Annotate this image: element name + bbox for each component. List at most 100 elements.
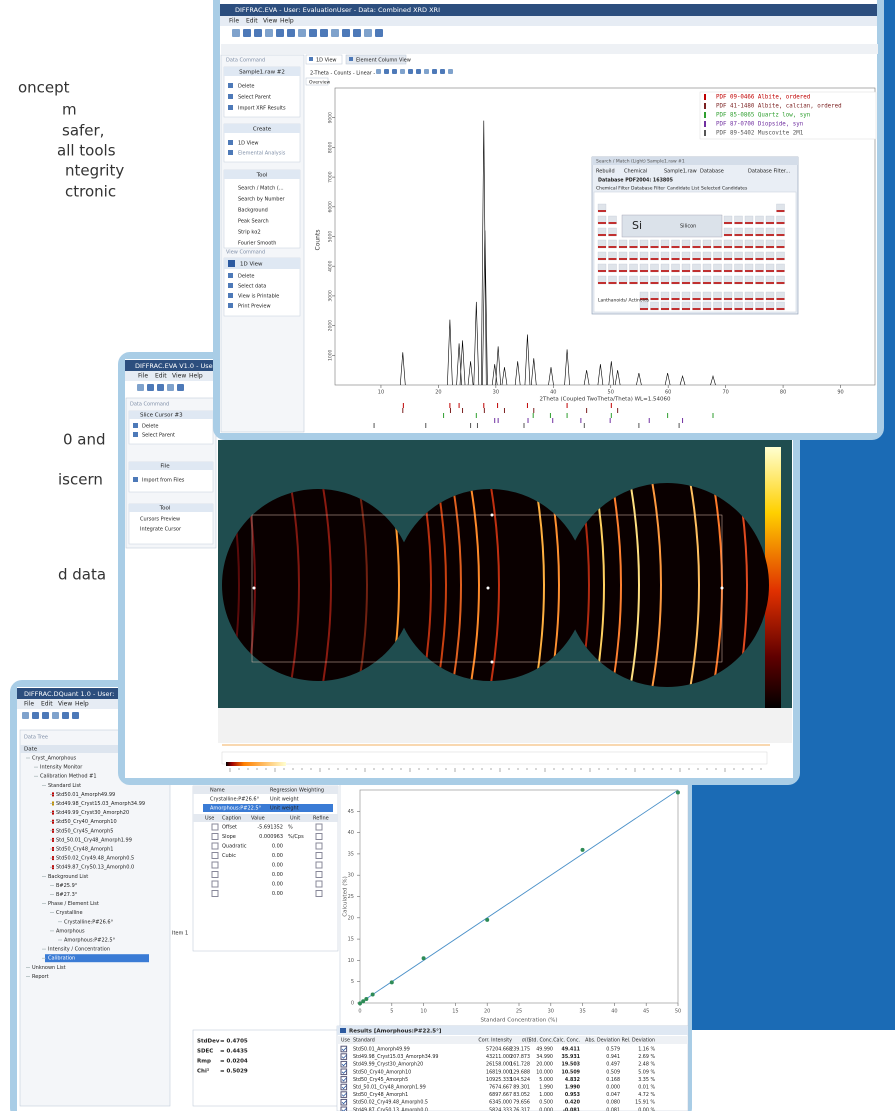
- action[interactable]: Search by Number: [238, 197, 286, 203]
- action[interactable]: Delete: [142, 424, 158, 430]
- action[interactable]: 1D View: [238, 141, 259, 147]
- tab-label[interactable]: Element Column View: [356, 58, 411, 64]
- element-marker: [629, 246, 638, 248]
- action[interactable]: Background: [238, 208, 268, 214]
- action[interactable]: Cursors Preview: [140, 517, 180, 523]
- tab-label[interactable]: Database Filter: [631, 186, 665, 192]
- tree-item[interactable]: B#27.3°: [56, 892, 78, 898]
- action[interactable]: Elemental Analysis: [238, 151, 286, 157]
- tree-item[interactable]: Std49.99_Cryst30_Amorph20: [56, 810, 129, 816]
- action[interactable]: Delete: [238, 84, 254, 90]
- window-title: DIFFRAC.EVA - User: EvaluationUser - Dat…: [235, 6, 440, 14]
- x-tick-label: 5: [390, 1009, 393, 1015]
- element-marker: [608, 258, 617, 260]
- action[interactable]: Import from Files: [142, 478, 185, 484]
- tree-item[interactable]: Amorphous:P#22.5°: [64, 938, 116, 944]
- tab-label[interactable]: Chemical Filter: [596, 186, 630, 192]
- legend-swatch: [704, 103, 706, 109]
- menu-item[interactable]: View: [172, 373, 186, 380]
- tree-item[interactable]: Std50.02_Cry49.48_Amorph0.5: [56, 856, 134, 862]
- action[interactable]: Print Preview: [238, 304, 271, 310]
- tree-item[interactable]: Cryst_Amorphous: [32, 756, 77, 762]
- action[interactable]: Integrate Cursor: [140, 527, 182, 533]
- tree-item[interactable]: Std49.87_Cry50.13_Amorph0.0: [56, 865, 134, 871]
- tree-item[interactable]: Phase / Element List: [48, 901, 99, 907]
- tree-item[interactable]: Std50_Cry48_Amorph1: [56, 847, 113, 853]
- window-title: DIFFRAC.DQuant 1.0 - User:: [24, 690, 114, 698]
- eva-window: DIFFRAC.EVA - User: EvaluationUser - Dat…: [213, 0, 884, 440]
- x-tick-label: 40: [611, 1009, 617, 1015]
- icon: [228, 83, 233, 88]
- element-marker: [661, 246, 669, 248]
- menu-item[interactable]: File: [229, 18, 239, 25]
- control[interactable]: Chemical: [624, 169, 647, 175]
- label: 5824.333: [489, 1107, 512, 1111]
- tree-item[interactable]: Std49.98_Cryst15.03_Amorph34.99: [56, 801, 145, 807]
- menu-item[interactable]: View: [58, 701, 72, 708]
- icon: [228, 260, 235, 267]
- menu-item[interactable]: File: [138, 373, 148, 380]
- tree-item[interactable]: Report: [32, 974, 49, 980]
- action[interactable]: Select Parent: [238, 95, 271, 101]
- peak: [514, 361, 521, 386]
- tree-item[interactable]: Background List: [48, 874, 88, 880]
- tree-item[interactable]: Intensity Monitor: [40, 765, 83, 771]
- stats-panel: [192, 1029, 339, 1107]
- tree-item[interactable]: Std50_Cry45_Amorph5: [56, 828, 113, 834]
- tree-item[interactable]: Intensity / Concentration: [48, 947, 110, 953]
- label: 2.48 %: [638, 1062, 655, 1068]
- ring: [627, 483, 640, 687]
- tree-item[interactable]: Standard List: [48, 783, 81, 789]
- tab-label[interactable]: Candidate List: [667, 186, 700, 192]
- tree-item[interactable]: Std50_Cry40_Amorph10: [56, 819, 117, 825]
- tree-item[interactable]: Amorphous: [56, 928, 85, 934]
- check: [341, 1092, 347, 1097]
- menu-item[interactable]: File: [24, 701, 34, 708]
- tab-label[interactable]: Selected Candidates: [701, 186, 748, 192]
- toolbar-icon: [276, 29, 284, 37]
- action[interactable]: Delete: [238, 274, 254, 280]
- tree-item[interactable]: Calibration: [48, 956, 75, 962]
- element-marker: [608, 270, 617, 272]
- label: Use: [341, 1038, 350, 1044]
- tree-item[interactable]: Calibration Method #1: [40, 774, 97, 780]
- tree-item[interactable]: Crystalline: [56, 910, 83, 916]
- action[interactable]: Strip kα2: [238, 230, 261, 236]
- peak: [501, 367, 508, 386]
- menu-item[interactable]: Edit: [246, 18, 258, 25]
- action[interactable]: View is Printable: [238, 294, 279, 300]
- control[interactable]: Database: [700, 169, 724, 175]
- menu-item[interactable]: Help: [75, 701, 89, 708]
- menu-item[interactable]: Edit: [155, 373, 167, 380]
- menu-item[interactable]: View: [263, 18, 277, 25]
- control[interactable]: Rebuild: [596, 169, 615, 175]
- action[interactable]: Peak Search: [238, 219, 269, 225]
- action[interactable]: Import XRF Results: [238, 106, 286, 112]
- tree-item[interactable]: B#25.9°: [56, 883, 78, 889]
- menu-item[interactable]: Help: [189, 373, 203, 380]
- y-tick-label: 40: [348, 830, 354, 836]
- action[interactable]: Search / Match (...: [238, 186, 284, 192]
- action[interactable]: Fourier Smooth: [238, 241, 276, 247]
- tree-item[interactable]: Std50.01_Amorph49.99: [56, 792, 115, 798]
- tree-item[interactable]: Unknown List: [32, 965, 66, 971]
- element-marker: [650, 258, 659, 260]
- menu-item[interactable]: Help: [280, 18, 294, 25]
- tree-item[interactable]: Std_50.01_Cry48_Amorph1.99: [56, 837, 132, 843]
- tree-item[interactable]: Crystalline:P#26.6°: [64, 919, 114, 925]
- label: 104.524: [510, 1077, 530, 1083]
- action[interactable]: Select data: [238, 284, 266, 290]
- action[interactable]: Select Parent: [142, 433, 175, 439]
- label: 49.990: [536, 1047, 553, 1053]
- label: Std49.99_Cryst30_Amorph20: [353, 1062, 423, 1068]
- element-marker: [598, 282, 606, 284]
- label: 0.941: [606, 1054, 620, 1060]
- legend-swatch: [704, 121, 706, 127]
- y-tick-label: 7000: [328, 171, 334, 183]
- menu-item[interactable]: Edit: [41, 701, 53, 708]
- label: 0.047: [606, 1092, 620, 1098]
- toolbar-icon: [232, 29, 240, 37]
- control[interactable]: Database Filter...: [748, 169, 791, 175]
- control[interactable]: Sample1.raw: [664, 169, 697, 175]
- tab-label[interactable]: 1D View: [316, 58, 337, 64]
